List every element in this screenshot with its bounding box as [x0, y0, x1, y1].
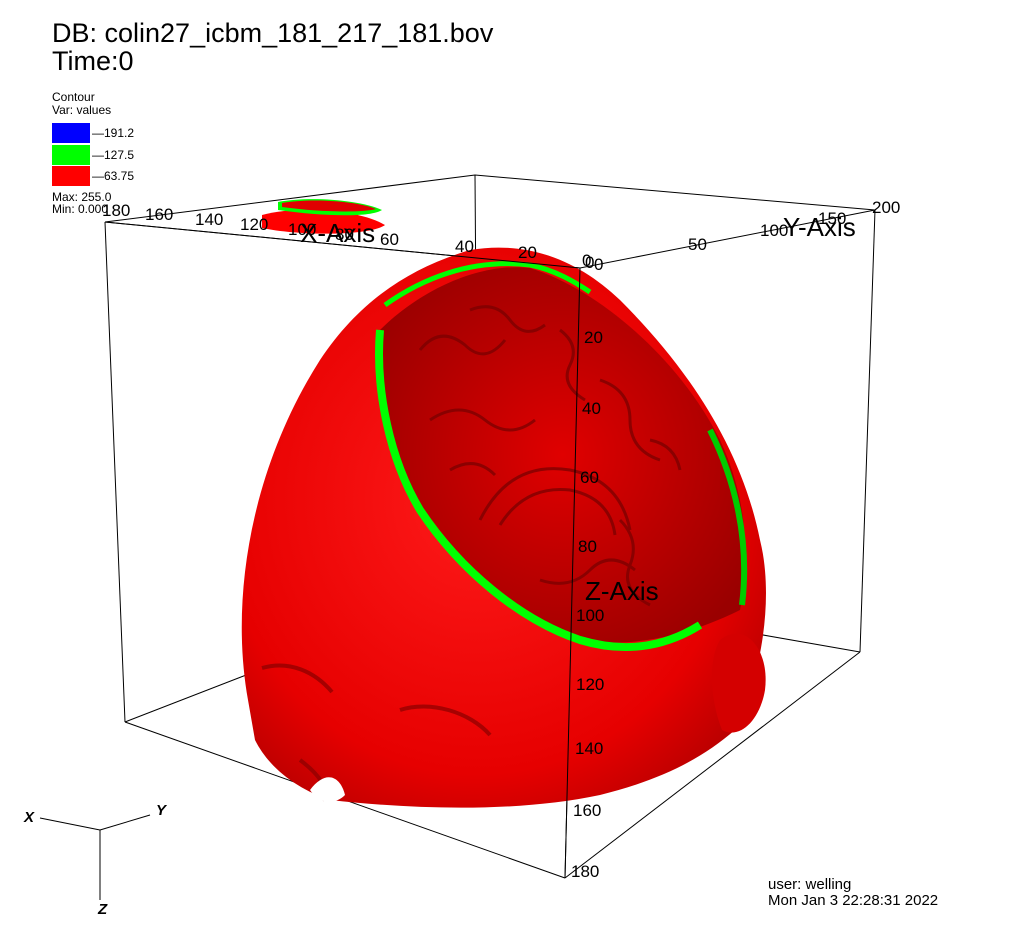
z-tick-label: 80: [578, 537, 597, 556]
z-axis: 0 20 40 60 80 100 120 140 160 180 Z-Axis: [564, 253, 659, 881]
z-axis-title: Z-Axis: [585, 576, 659, 606]
time-label: Time:0: [52, 46, 134, 76]
x-tick-label: 160: [145, 205, 173, 224]
triad-z-label: Z: [97, 901, 108, 918]
z-tick-label: 40: [582, 399, 601, 418]
x-tick-label: 60: [380, 230, 399, 249]
x-tick-label: 20: [518, 243, 537, 262]
legend-swatch-green: [52, 145, 90, 165]
legend-value-low: 63.75: [92, 169, 134, 183]
legend-value-high: 191.2: [92, 126, 134, 140]
legend-swatch-red: [52, 166, 90, 186]
timestamp-label: Mon Jan 3 22:28:31 2022: [768, 892, 939, 909]
y-tick-label: 150: [818, 209, 846, 228]
x-tick-label: 180: [102, 201, 130, 220]
z-tick-label: 100: [576, 606, 604, 625]
y-tick-label: 50: [688, 235, 707, 254]
legend-variable: Var: values: [52, 103, 112, 117]
y-tick-label: 100: [760, 221, 788, 240]
y-axis-title: Y-Axis: [783, 212, 856, 242]
y-axis: 0 50 100 150 200 Y-Axis: [594, 198, 900, 274]
x-axis-title: X-Axis: [300, 218, 375, 248]
x-tick-label: 0: [582, 251, 591, 270]
head-isosurface: [241, 199, 766, 808]
z-tick-label: 0: [585, 253, 594, 272]
z-tick-label: 160: [573, 801, 601, 820]
orientation-triad: X Y Z: [23, 802, 168, 918]
legend-swatch-blue: [52, 123, 90, 143]
x-axis: 180 160 140 120 100 80 60 40 20 0 X-Axis: [102, 201, 591, 270]
x-tick-label: 40: [455, 237, 474, 256]
y-tick-label: 200: [872, 198, 900, 217]
z-tick-label: 20: [584, 328, 603, 347]
x-tick-label: 100: [288, 220, 316, 239]
legend-value-mid: 127.5: [92, 148, 134, 162]
z-tick-label: 140: [575, 739, 603, 758]
z-tick-label: 60: [580, 468, 599, 487]
x-tick-label: 140: [195, 210, 223, 229]
y-tick-label: 0: [594, 255, 603, 274]
x-tick-label: 80: [335, 225, 354, 244]
triad-y-label: Y: [156, 802, 168, 819]
legend-title: Contour: [52, 90, 95, 104]
z-tick-label: 180: [571, 862, 599, 881]
database-label: DB: colin27_icbm_181_217_181.bov: [52, 18, 494, 48]
user-label: user: welling: [768, 876, 852, 893]
triad-x-label: X: [23, 809, 35, 826]
z-tick-label: 120: [576, 675, 604, 694]
legend-max: Max: 255.0: [52, 190, 112, 204]
legend-min: Min: 0.000: [52, 202, 109, 216]
x-tick-label: 120: [240, 215, 268, 234]
